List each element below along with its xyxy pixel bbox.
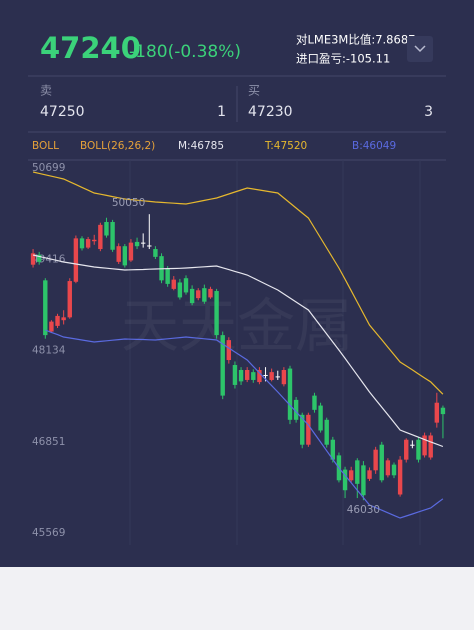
candle-body — [189, 288, 195, 304]
candle-body — [226, 340, 232, 361]
candle-body — [73, 238, 79, 282]
indicator-params: BOLL(26,26,2) — [80, 140, 155, 152]
last-price: 47240 — [40, 31, 141, 65]
candle-body — [116, 246, 121, 262]
watermark: 天天金属 — [121, 292, 353, 360]
candle-body — [385, 460, 391, 476]
candle-body — [275, 376, 280, 378]
legend-entry: T:47520 — [264, 140, 307, 152]
candle-body — [183, 278, 189, 293]
candle-body — [98, 224, 103, 250]
candle-body — [238, 369, 244, 382]
candle-body — [312, 395, 317, 410]
candle-body — [422, 435, 427, 456]
annotation: 46030 — [347, 504, 380, 516]
legend-entry: B:46049 — [352, 140, 396, 152]
candle-body — [208, 288, 213, 298]
candle-body — [85, 239, 91, 248]
candle-body — [300, 414, 305, 445]
candle-body — [43, 280, 48, 336]
bottom-background — [0, 567, 474, 630]
candle-body — [428, 435, 433, 458]
y-tick-label: 50699 — [32, 162, 65, 174]
candle-body — [410, 444, 415, 446]
buy-qty: 3 — [424, 104, 433, 120]
band-line — [45, 329, 444, 519]
candle-body — [104, 222, 109, 236]
legend-entry: M:46785 — [178, 140, 224, 152]
candle-body — [244, 369, 250, 380]
y-tick-label: 46851 — [32, 436, 65, 448]
candle-body — [361, 465, 366, 496]
indicator-name: BOLL — [32, 140, 59, 152]
sell-qty: 1 — [217, 104, 226, 120]
sell-price: 47250 — [40, 104, 85, 120]
candle-body — [391, 464, 397, 476]
candle-body — [165, 268, 170, 284]
candle-body — [342, 469, 348, 491]
candle-body — [318, 405, 323, 431]
candle-body — [281, 369, 287, 385]
band-line — [32, 171, 444, 395]
candle-body — [251, 372, 256, 380]
candle-body — [171, 279, 176, 289]
candle-body — [110, 222, 115, 250]
buy-label: 买 — [248, 84, 260, 98]
candle-body — [220, 335, 225, 396]
chevron[interactable] — [414, 45, 426, 53]
dropdown-box[interactable] — [407, 36, 433, 62]
buy-price: 47230 — [248, 104, 293, 120]
candle-body — [202, 288, 207, 302]
band-line — [32, 254, 444, 448]
dropdown-button[interactable] — [407, 36, 433, 62]
candle-body — [373, 449, 378, 471]
sell-label: 卖 — [40, 84, 52, 98]
candle-body — [257, 369, 262, 383]
candle-body — [287, 368, 293, 420]
candle-body — [293, 399, 299, 420]
candle-body — [92, 239, 97, 242]
candle-body — [263, 374, 268, 376]
lme-ratio: 对LME3M比值:7.8687 — [296, 33, 415, 47]
candle-body — [128, 242, 134, 261]
candle-body — [348, 470, 354, 481]
candle-body — [379, 444, 384, 481]
candle-body — [147, 245, 152, 247]
y-tick-label: 48134 — [32, 345, 66, 357]
candle-body — [324, 419, 329, 445]
candle-body — [196, 290, 201, 299]
candle-body — [269, 372, 274, 380]
annotation: 50050 — [112, 197, 145, 209]
candle-body — [232, 365, 238, 385]
candle-body — [49, 321, 54, 332]
candle-body — [153, 249, 158, 257]
candle-body — [306, 414, 311, 445]
candle-body — [330, 439, 336, 460]
candle-body — [122, 246, 128, 266]
candle-body — [55, 315, 60, 326]
candle-body — [397, 459, 403, 495]
import-profit: 进口盈亏:-105.11 — [296, 52, 390, 66]
candle-body — [177, 282, 183, 298]
candle-body — [367, 470, 372, 479]
y-tick-label: 45569 — [32, 527, 65, 539]
candle-body — [67, 281, 72, 318]
candle-body — [79, 238, 85, 249]
candle-body — [30, 253, 36, 265]
candle-body — [416, 439, 421, 460]
candle-body — [36, 254, 42, 262]
candle-body — [134, 241, 140, 247]
candle-body — [61, 317, 66, 321]
price-change: -180(-0.38%) — [129, 42, 241, 62]
candle-body — [355, 460, 360, 484]
candle-body — [140, 242, 146, 244]
candle-body — [440, 407, 446, 415]
candle-body — [434, 402, 440, 423]
candle-body — [404, 439, 409, 460]
candle-body — [214, 291, 219, 336]
